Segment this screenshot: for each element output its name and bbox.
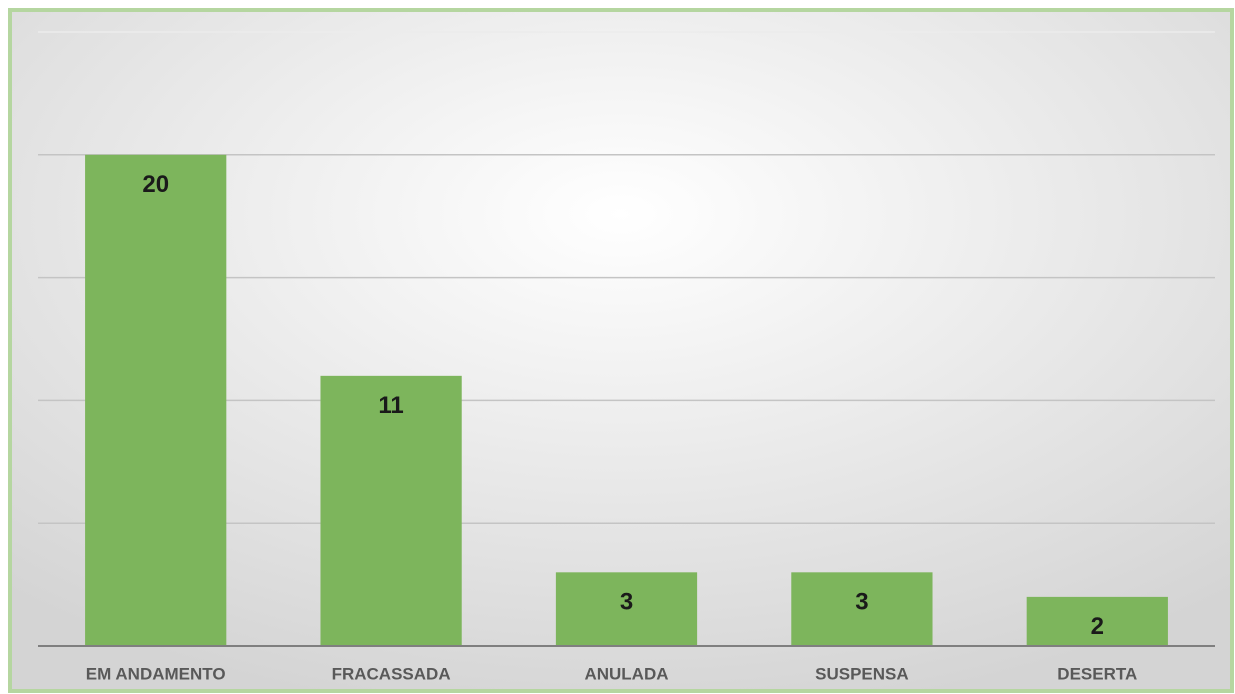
data-label: 11: [378, 392, 403, 419]
bar: [791, 572, 933, 646]
data-label: 3: [855, 589, 868, 616]
data-label: 2: [1091, 613, 1104, 640]
data-label: 20: [142, 171, 169, 198]
bar: [320, 375, 462, 646]
x-tick-label: EM ANDAMENTO: [86, 664, 226, 683]
x-tick-label: SUSPENSA: [815, 664, 909, 683]
bar: [1026, 596, 1168, 646]
x-tick-label: ANULADA: [584, 664, 668, 683]
bar: [555, 572, 698, 646]
bar: [85, 154, 227, 647]
x-tick-label: FRACASSADA: [332, 664, 451, 683]
data-label: 3: [620, 589, 633, 616]
x-tick-label: DESERTA: [1057, 664, 1137, 683]
